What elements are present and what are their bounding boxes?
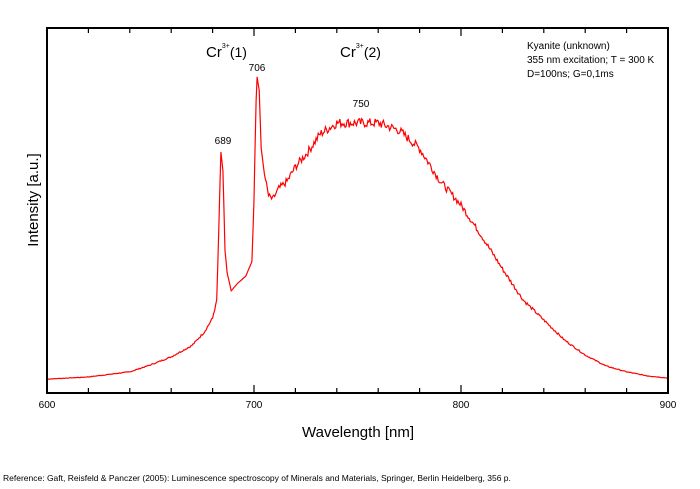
peak-label-750: 750 xyxy=(353,99,370,110)
band-label-cr2: Cr3+(2) xyxy=(340,43,381,61)
legend-line: D=100ns; G=0,1ms xyxy=(527,69,614,80)
x-tick-label: 900 xyxy=(660,400,677,411)
band-label-base: Cr xyxy=(206,44,222,61)
peak-label-706: 706 xyxy=(249,63,266,74)
band-label-suffix: (2) xyxy=(364,44,381,60)
peak-label-689: 689 xyxy=(215,136,232,147)
legend-line: 355 nm excitation; T = 300 K xyxy=(527,55,655,66)
band-label-cr1: Cr3+(1) xyxy=(206,43,247,61)
band-label-suffix: (1) xyxy=(230,44,247,60)
series-line xyxy=(46,76,669,380)
x-tick-label: 800 xyxy=(453,400,470,411)
reference-caption: Reference: Gaft, Reisfeld & Panczer (200… xyxy=(3,473,511,483)
axis-ticks xyxy=(46,28,669,393)
band-label-base: Cr xyxy=(340,44,356,61)
x-tick-label: 600 xyxy=(39,400,56,411)
band-label-sup: 3+ xyxy=(356,43,364,50)
x-axis-label: Wavelength [nm] xyxy=(302,424,414,441)
x-tick-label: 700 xyxy=(246,400,263,411)
legend-text: Kyanite (unknown) 355 nm excitation; T =… xyxy=(527,41,655,80)
plot-frame xyxy=(46,27,669,394)
band-label-sup: 3+ xyxy=(222,43,230,50)
y-axis-label: Intensity [a.u.] xyxy=(25,153,42,246)
legend-line: Kyanite (unknown) xyxy=(527,41,610,52)
